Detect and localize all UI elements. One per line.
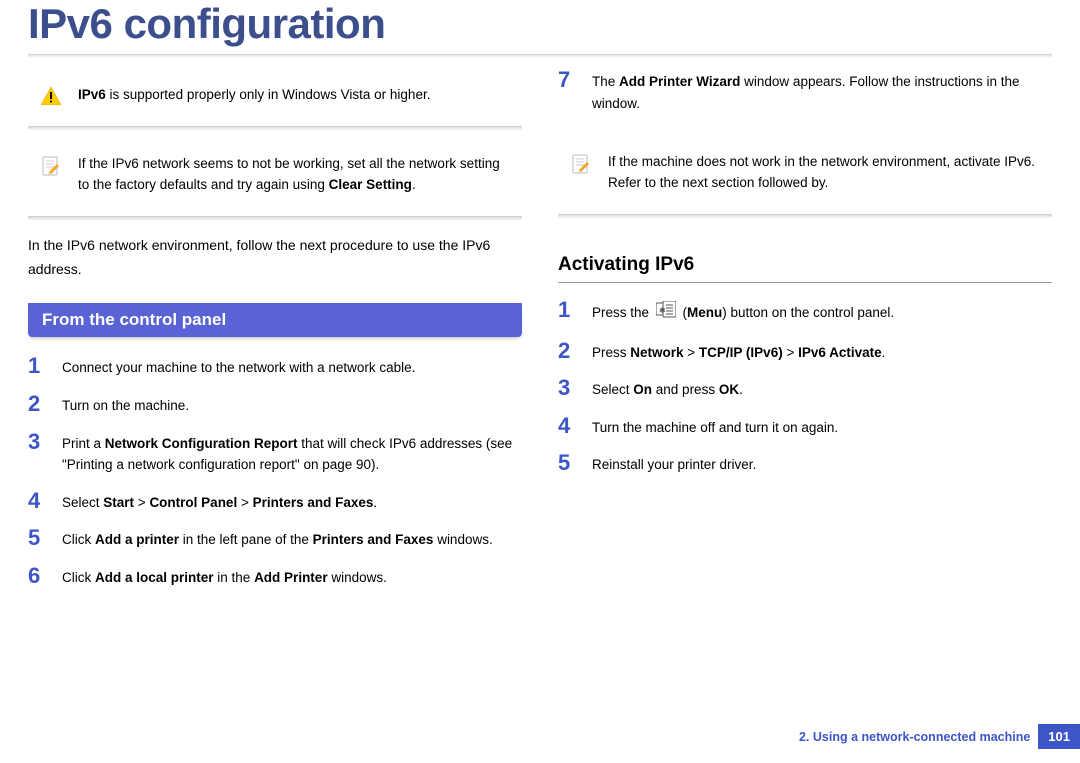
step-number: 1 bbox=[28, 355, 62, 377]
step-body: The Add Printer Wizard window appears. F… bbox=[592, 69, 1052, 114]
tip-note: If the IPv6 network seems to not be work… bbox=[28, 144, 522, 210]
intro-paragraph: In the IPv6 network environment, follow … bbox=[28, 234, 522, 282]
footer-page-number: 101 bbox=[1038, 724, 1080, 749]
note-divider bbox=[28, 126, 522, 130]
step-item: 7 The Add Printer Wizard window appears.… bbox=[558, 69, 1052, 114]
step-item: 2 Press Network > TCP/IP (IPv6) > IPv6 A… bbox=[558, 340, 1052, 364]
warning-note: IPv6 is supported properly only in Windo… bbox=[28, 75, 522, 120]
step-item: 4 Turn the machine off and turn it on ag… bbox=[558, 415, 1052, 439]
step-number: 6 bbox=[28, 565, 62, 587]
step-body: Select Start > Control Panel > Printers … bbox=[62, 490, 522, 514]
step-item: 5 Click Add a printer in the left pane o… bbox=[28, 527, 522, 551]
tip-text-right: If the machine does not work in the netw… bbox=[594, 152, 1042, 194]
tip-text: If the IPv6 network seems to not be work… bbox=[64, 154, 512, 196]
step-body: Click Add a local printer in the Add Pri… bbox=[62, 565, 522, 589]
section-heading-bar: From the control panel bbox=[28, 303, 522, 337]
warning-text: IPv6 is supported properly only in Windo… bbox=[64, 85, 512, 106]
step-item: 3 Select On and press OK. bbox=[558, 377, 1052, 401]
subsection-heading: Activating IPv6 bbox=[558, 254, 1052, 276]
warning-icon bbox=[38, 85, 64, 105]
step-item: 1 Connect your machine to the network wi… bbox=[28, 355, 522, 379]
step-number: 3 bbox=[28, 431, 62, 453]
step-item: 4 Select Start > Control Panel > Printer… bbox=[28, 490, 522, 514]
svg-text:✱: ✱ bbox=[659, 306, 666, 315]
left-column: IPv6 is supported properly only in Windo… bbox=[28, 75, 522, 603]
tip-note-right: If the machine does not work in the netw… bbox=[558, 138, 1052, 208]
step-body: Press Network > TCP/IP (IPv6) > IPv6 Act… bbox=[592, 340, 1052, 364]
step-number: 5 bbox=[28, 527, 62, 549]
step-body: Turn the machine off and turn it on agai… bbox=[592, 415, 1052, 439]
step-body: Connect your machine to the network with… bbox=[62, 355, 522, 379]
page-title: IPv6 configuration bbox=[28, 0, 1080, 48]
note-divider bbox=[28, 216, 522, 220]
right-column: 7 The Add Printer Wizard window appears.… bbox=[558, 75, 1052, 603]
step-body: Click Add a printer in the left pane of … bbox=[62, 527, 522, 551]
step-body: Print a Network Configuration Report tha… bbox=[62, 431, 522, 476]
step-item: 5 Reinstall your printer driver. bbox=[558, 452, 1052, 476]
step-number: 2 bbox=[28, 393, 62, 415]
step-number: 4 bbox=[28, 490, 62, 512]
step-item: 1 Press the ✱ (Menu) button on the contr… bbox=[558, 299, 1052, 326]
step-number: 5 bbox=[558, 452, 592, 474]
step-number: 7 bbox=[558, 69, 592, 91]
step-item: 6 Click Add a local printer in the Add P… bbox=[28, 565, 522, 589]
step-item: 2 Turn on the machine. bbox=[28, 393, 522, 417]
step-number: 4 bbox=[558, 415, 592, 437]
step-number: 2 bbox=[558, 340, 592, 362]
right-steps-list: 1 Press the ✱ (Menu) button on the contr… bbox=[558, 299, 1052, 476]
footer-chapter-text: 2. Using a network-connected machine bbox=[799, 730, 1038, 744]
step-body: Press the ✱ (Menu) button on the control… bbox=[592, 299, 1052, 326]
step-number: 1 bbox=[558, 299, 592, 321]
pencil-note-icon bbox=[38, 154, 64, 178]
left-steps-list: 1 Connect your machine to the network wi… bbox=[28, 355, 522, 588]
note-divider bbox=[558, 214, 1052, 218]
step-body: Reinstall your printer driver. bbox=[592, 452, 1052, 476]
pencil-note-icon bbox=[568, 152, 594, 176]
menu-button-icon: ✱ bbox=[656, 301, 676, 326]
step-body: Select On and press OK. bbox=[592, 377, 1052, 401]
subsection-rule bbox=[558, 282, 1052, 283]
step-item: 3 Print a Network Configuration Report t… bbox=[28, 431, 522, 476]
page-footer: 2. Using a network-connected machine 101 bbox=[799, 724, 1080, 749]
step-body: Turn on the machine. bbox=[62, 393, 522, 417]
step-number: 3 bbox=[558, 377, 592, 399]
